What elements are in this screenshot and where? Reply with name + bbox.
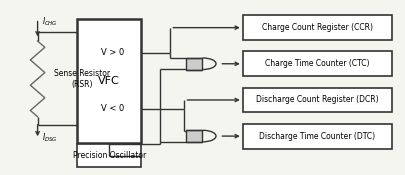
FancyBboxPatch shape	[77, 144, 141, 167]
Text: Charge Count Register (CCR): Charge Count Register (CCR)	[262, 23, 373, 32]
Text: Charge Time Counter (CTC): Charge Time Counter (CTC)	[265, 59, 369, 68]
Text: V < 0: V < 0	[101, 104, 124, 113]
Text: VFC: VFC	[98, 76, 120, 86]
FancyBboxPatch shape	[185, 58, 202, 69]
Text: Discharge Time Counter (DTC): Discharge Time Counter (DTC)	[259, 132, 375, 141]
FancyBboxPatch shape	[77, 19, 141, 144]
Text: $I_{CHG}$: $I_{CHG}$	[43, 16, 58, 28]
Text: Sense Resistor
(RSR): Sense Resistor (RSR)	[54, 69, 110, 89]
FancyBboxPatch shape	[243, 124, 392, 149]
FancyBboxPatch shape	[243, 88, 392, 113]
Text: V > 0: V > 0	[101, 48, 124, 57]
FancyBboxPatch shape	[243, 51, 392, 76]
Text: Precision Oscillator: Precision Oscillator	[72, 151, 146, 160]
Text: $I_{DSG}$: $I_{DSG}$	[43, 131, 58, 144]
FancyBboxPatch shape	[243, 15, 392, 40]
Text: Discharge Count Register (DCR): Discharge Count Register (DCR)	[256, 96, 378, 104]
FancyBboxPatch shape	[185, 130, 202, 142]
